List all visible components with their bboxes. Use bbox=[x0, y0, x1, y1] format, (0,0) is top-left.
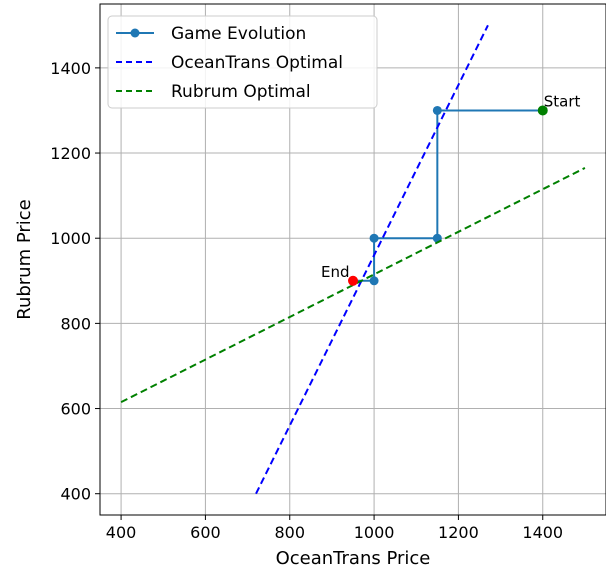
end-label: End bbox=[321, 263, 350, 281]
legend-label-rubrum-optimal: Rubrum Optimal bbox=[171, 82, 311, 102]
x-tick-label: 800 bbox=[274, 523, 305, 542]
legend-label-game-evolution: Game Evolution bbox=[171, 24, 306, 44]
x-tick-label: 1200 bbox=[438, 523, 479, 542]
end-marker bbox=[348, 275, 358, 286]
y-axis-label: Rubrum Price bbox=[14, 199, 35, 320]
x-axis-label: OceanTrans Price bbox=[276, 548, 431, 569]
x-tick-label: 400 bbox=[106, 523, 137, 542]
ticks: 400 600 800 1000 1200 1400 400 600 800 1000 1200 14… bbox=[50, 59, 563, 542]
data-point bbox=[369, 276, 379, 286]
legend: Game Evolution OceanTrans Optimal Rubrum… bbox=[107, 15, 378, 109]
y-tick-label: 400 bbox=[60, 485, 91, 504]
y-tick-label: 1000 bbox=[50, 229, 91, 248]
x-tick-label: 1000 bbox=[354, 523, 395, 542]
plot-frame bbox=[99, 3, 606, 516]
data-point bbox=[432, 105, 442, 115]
start-label: Start bbox=[544, 92, 581, 110]
data-point bbox=[369, 233, 379, 243]
y-tick-label: 600 bbox=[60, 400, 91, 419]
x-tick-label: 600 bbox=[190, 523, 221, 542]
series-line-oceantrans-optimal bbox=[255, 24, 489, 495]
y-tick-label: 800 bbox=[60, 314, 91, 333]
legend-box bbox=[107, 15, 378, 109]
series-line-game-evolution bbox=[353, 109, 543, 282]
legend-label-oceantrans-optimal: OceanTrans Optimal bbox=[171, 53, 343, 73]
y-tick-label: 1200 bbox=[50, 144, 91, 163]
x-tick-label: 1400 bbox=[522, 523, 563, 542]
start-marker bbox=[537, 105, 548, 116]
y-tick-label: 1400 bbox=[50, 59, 91, 78]
annotations: Start End bbox=[321, 92, 581, 286]
legend-marker-game-evolution bbox=[130, 28, 140, 38]
